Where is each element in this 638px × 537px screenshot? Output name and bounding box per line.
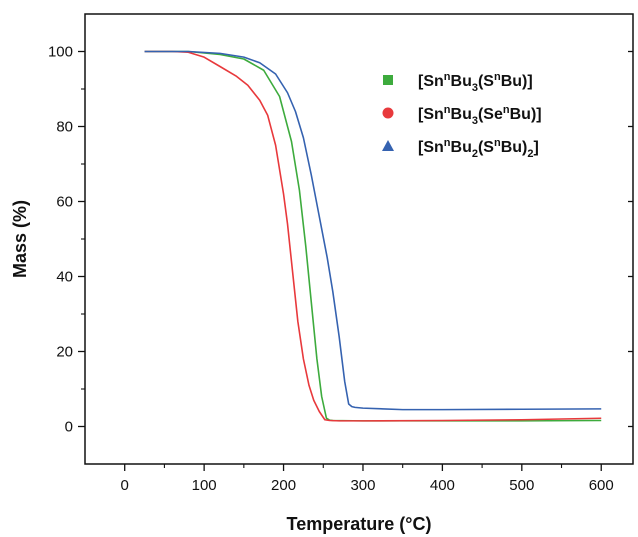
axis-ticks: 0 100 200 300 400 500 600 0 20 40 60 80 100 xyxy=(48,44,633,494)
legend-label-1: [SnnBu3(SnBu)] xyxy=(418,71,533,94)
x-tick-label: 500 xyxy=(509,477,534,494)
series-line-3 xyxy=(144,50,602,411)
legend-marker-square xyxy=(383,75,393,85)
legend-label-3: [SnnBu2(SnBu)2] xyxy=(418,137,539,160)
series-lines xyxy=(144,50,602,422)
y-tick-label: 80 xyxy=(56,119,73,136)
y-tick-label: 100 xyxy=(48,44,73,61)
legend-marker-circle xyxy=(382,107,394,119)
legend-label-2: [SnnBu3(SenBu)] xyxy=(418,104,542,127)
plot-frame xyxy=(84,13,634,465)
y-tick-label: 0 xyxy=(65,419,73,436)
legend-marker-triangle xyxy=(382,140,394,151)
y-tick-label: 40 xyxy=(56,269,73,286)
y-tick-label: 60 xyxy=(56,194,73,211)
x-tick-label: 100 xyxy=(192,477,217,494)
x-tick-label: 600 xyxy=(589,477,614,494)
x-tick-label: 200 xyxy=(271,477,296,494)
y-axis-title: Mass (%) xyxy=(10,200,30,278)
series-line-2 xyxy=(144,50,602,422)
x-tick-label: 400 xyxy=(430,477,455,494)
x-tick-label: 300 xyxy=(350,477,375,494)
x-tick-label: 0 xyxy=(121,477,129,494)
legend: [SnnBu3(SnBu)] [SnnBu3(SenBu)] [SnnBu2(SnB… xyxy=(382,71,542,160)
x-axis-title: Temperature (°C) xyxy=(287,514,432,534)
y-tick-label: 20 xyxy=(56,344,73,361)
